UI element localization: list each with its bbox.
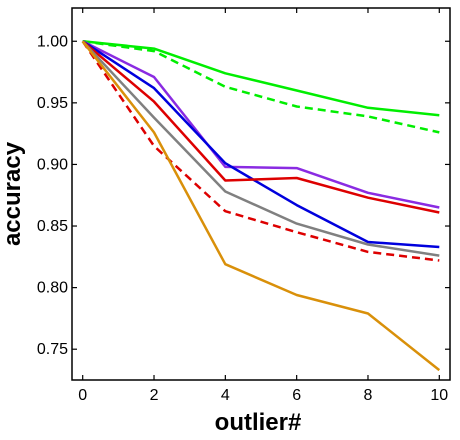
y-tick-label: 0.90	[37, 156, 68, 173]
series-layer	[81, 40, 441, 372]
series-line-7	[81, 40, 440, 257]
x-tick-label: 2	[150, 387, 159, 404]
y-axis-title: accuracy	[0, 141, 26, 246]
y-tick-label: 0.95	[37, 95, 68, 112]
x-tick-label: 8	[364, 387, 373, 404]
series-line-2	[82, 40, 440, 134]
y-tick-label: 0.85	[37, 218, 68, 235]
series-line-8	[81, 40, 441, 372]
plot-frame	[71, 7, 451, 381]
x-axis-title: outlier#	[215, 409, 302, 436]
x-tick-label: 10	[430, 387, 448, 404]
y-axis: 0.75 0.80 0.85 0.90 0.95 1.00	[37, 33, 450, 358]
series-line-3	[82, 40, 440, 209]
x-tick-label: 6	[292, 387, 301, 404]
y-tick-label: 0.75	[37, 341, 68, 358]
y-tick-label: 1.00	[37, 33, 68, 50]
series-line-6	[81, 40, 440, 262]
x-axis: 0 2 4 6 8 10	[78, 8, 448, 404]
x-tick-label: 0	[78, 387, 87, 404]
x-tick-label: 4	[221, 387, 230, 404]
series-line-4	[82, 40, 440, 249]
y-tick-label: 0.80	[37, 280, 68, 297]
series-line-1	[82, 40, 440, 117]
plot-area: 0 2 4 6 8 10 0.75 0.80 0.85 0.90 0.95 1.00	[37, 7, 451, 404]
series-line-5	[81, 40, 440, 214]
